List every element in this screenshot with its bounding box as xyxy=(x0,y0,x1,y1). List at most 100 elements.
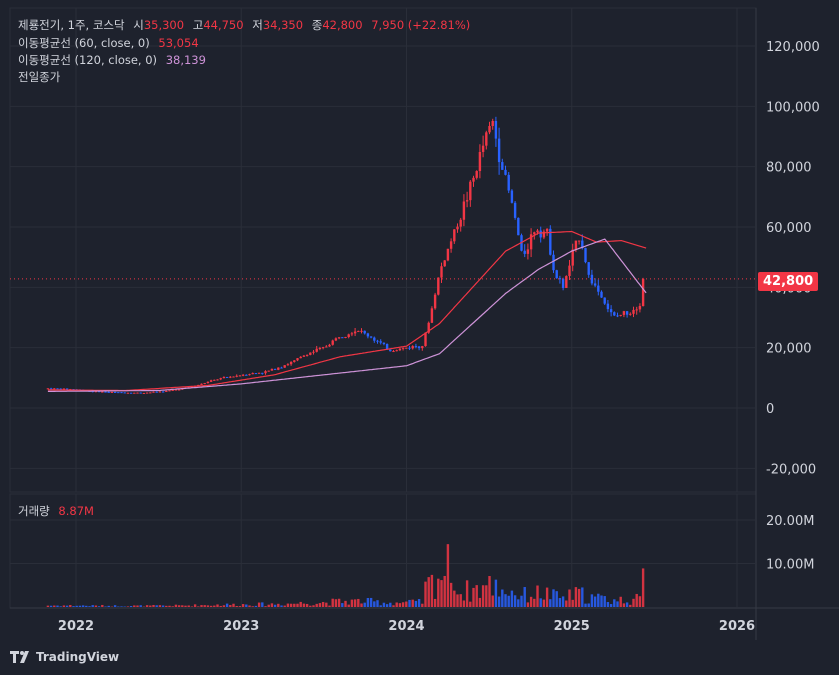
volume-bar xyxy=(65,605,69,607)
volume-bar xyxy=(533,598,536,607)
symbol-title[interactable]: 제룡전기, 1주, 코스닥 xyxy=(18,18,125,32)
time-axis-labels[interactable]: 2022 2023 2024 2025 2026 xyxy=(58,619,755,634)
candle-body xyxy=(417,346,421,349)
candle-body xyxy=(344,336,347,338)
volume-bar xyxy=(366,597,370,607)
volume-bar xyxy=(469,601,472,607)
volume-bar xyxy=(497,596,501,607)
year-tick-label: 2022 xyxy=(58,619,94,634)
volume-bar xyxy=(129,605,133,607)
candle-body xyxy=(120,392,123,394)
volume-bar xyxy=(555,591,558,607)
volume-bar xyxy=(398,603,402,607)
volume-bar xyxy=(488,576,491,607)
price-tick-label: 100,000 xyxy=(766,100,820,115)
tradingview-logo-text: TradingView xyxy=(36,650,120,664)
candle-body xyxy=(328,344,331,347)
volume-bar xyxy=(251,606,254,607)
candle-body xyxy=(229,376,232,378)
candle-body xyxy=(133,392,136,394)
volume-bar xyxy=(622,603,626,607)
candle-body xyxy=(613,312,616,316)
volume-bar xyxy=(600,595,603,607)
volume-bar xyxy=(203,605,206,607)
candle-body xyxy=(622,311,626,315)
ma120-legend[interactable]: 이동평균선 (120, close, 0) 38,139 xyxy=(18,52,206,68)
volume-bar xyxy=(337,598,341,607)
volume-bars xyxy=(46,544,645,607)
volume-bar xyxy=(120,606,123,607)
prev-close-legend[interactable]: 전일종가 xyxy=(18,69,60,85)
candle-body xyxy=(539,230,542,238)
volume-bar xyxy=(225,603,229,607)
volume-bar xyxy=(613,599,616,607)
high-value: 44,750 xyxy=(203,18,244,32)
candle-body xyxy=(414,346,418,348)
candle-body xyxy=(171,389,174,391)
volume-bar xyxy=(574,587,578,607)
candle-body xyxy=(341,337,344,339)
volume-bar xyxy=(433,598,437,607)
volume-bar xyxy=(443,575,446,607)
candle-body xyxy=(437,277,440,295)
candle-body xyxy=(49,388,53,390)
candle-body xyxy=(209,380,213,382)
candle-body xyxy=(254,373,258,375)
volume-bar xyxy=(472,587,475,607)
volume-bar xyxy=(542,599,546,607)
candle-body xyxy=(366,333,370,337)
volume-bar xyxy=(507,595,510,607)
volume-bar xyxy=(213,605,216,607)
volume-bar xyxy=(465,580,469,607)
candle-body xyxy=(552,254,555,271)
candle-body xyxy=(424,332,427,347)
candle-body xyxy=(200,383,203,385)
change-value: 7,950 (+22.81%) xyxy=(371,18,471,32)
volume-bar xyxy=(158,605,162,607)
candle-body xyxy=(123,392,126,394)
candle-body xyxy=(149,392,152,394)
volume-bar xyxy=(424,581,427,607)
candle-body xyxy=(286,364,290,366)
candle-body xyxy=(453,229,456,242)
candle-body xyxy=(385,343,389,350)
volume-bar xyxy=(341,603,344,607)
candle-body xyxy=(526,249,530,254)
price-axis-labels[interactable]: -20,000020,00040,00060,00080,000100,0001… xyxy=(766,40,820,477)
volume-bar xyxy=(261,602,264,607)
volume-bar xyxy=(59,606,62,607)
candle-body xyxy=(219,378,222,380)
volume-bar xyxy=(347,604,350,607)
candle-body xyxy=(465,200,469,202)
volume-bar xyxy=(520,595,523,607)
candle-body xyxy=(513,202,517,218)
ma60-legend[interactable]: 이동평균선 (60, close, 0) 53,054 xyxy=(18,35,199,51)
candle-body xyxy=(46,388,50,390)
ohlc-legend: 제룡전기, 1주, 코스닥 시35,300 고44,750 저34,350 종4… xyxy=(18,17,470,33)
candles xyxy=(46,116,645,394)
candle-body xyxy=(312,351,315,353)
candle-body xyxy=(264,371,267,374)
open-label: 시 xyxy=(133,18,144,32)
candle-body xyxy=(357,330,360,332)
volume-bar xyxy=(597,593,600,607)
volume-bar xyxy=(478,597,482,607)
candle-body xyxy=(225,377,229,379)
candle-body xyxy=(136,392,139,394)
volume-bar xyxy=(638,596,642,607)
volume-bar xyxy=(606,602,610,607)
candle-body xyxy=(507,174,510,191)
volume-bar xyxy=(561,596,565,607)
volume-bar xyxy=(414,600,418,607)
volume-bar xyxy=(75,605,78,607)
candle-body xyxy=(139,392,142,394)
candle-body xyxy=(251,373,254,375)
volume-bar xyxy=(49,605,53,607)
candle-body xyxy=(584,248,587,263)
candle-body xyxy=(600,291,603,298)
volume-legend[interactable]: 거래량 8.87M xyxy=(18,503,94,519)
volume-bar xyxy=(126,606,130,607)
tradingview-logo[interactable]: TradingView xyxy=(10,650,119,664)
candle-body xyxy=(129,392,133,394)
